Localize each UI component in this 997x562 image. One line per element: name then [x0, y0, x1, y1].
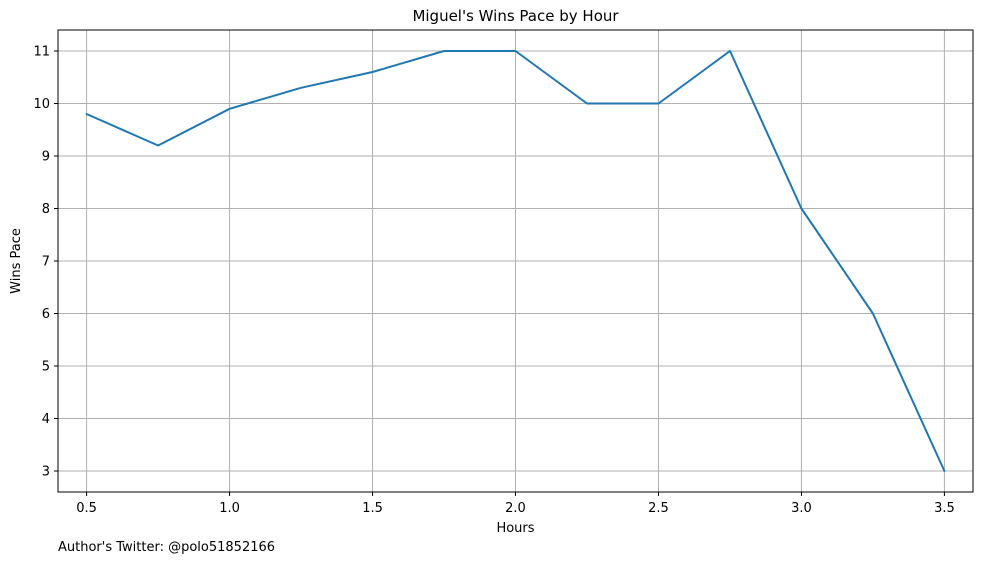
x-tick-label: 1.0: [219, 501, 240, 516]
grid: [58, 30, 973, 492]
y-tick-label: 5: [42, 360, 50, 375]
y-axis-ticks: 3 4 5 6 7 8 9 10 11: [33, 45, 58, 480]
y-tick-label: 11: [33, 45, 50, 60]
x-tick-label: 3.0: [791, 501, 812, 516]
chart-title: Miguel's Wins Pace by Hour: [412, 7, 619, 25]
y-tick-label: 6: [42, 307, 50, 322]
x-tick-label: 0.5: [76, 501, 97, 516]
x-tick-label: 2.0: [505, 501, 526, 516]
x-axis-ticks: 0.5 1.0 1.5 2.0 2.5 3.0 3.5: [76, 492, 955, 516]
x-tick-label: 3.5: [934, 501, 955, 516]
y-tick-label: 3: [42, 465, 50, 480]
y-tick-label: 9: [42, 150, 50, 165]
x-tick-label: 1.5: [362, 501, 383, 516]
x-tick-label: 2.5: [648, 501, 669, 516]
y-tick-label: 8: [42, 202, 50, 217]
author-footnote: Author's Twitter: @polo51852166: [58, 540, 275, 555]
y-tick-label: 4: [42, 412, 50, 427]
y-tick-label: 10: [33, 97, 50, 112]
y-axis-label: Wins Pace: [9, 228, 24, 294]
series-layer: [85, 50, 946, 472]
y-tick-label: 7: [42, 255, 50, 270]
x-axis-label: Hours: [496, 521, 534, 536]
series-line: [85, 50, 946, 472]
